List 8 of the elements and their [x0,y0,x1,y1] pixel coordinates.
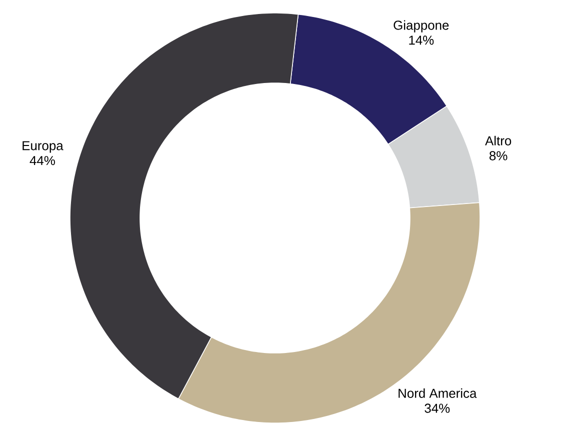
data-label: 14% [409,36,434,45]
slice-label: Giappone [394,20,449,32]
data-label: 8% [490,151,508,160]
slice-label: Nord America [398,388,477,398]
slice-label: Europa [22,141,64,153]
data-label: 34% [424,404,450,413]
slice-label: Altro [485,136,512,146]
data-label: 44% [30,156,55,166]
